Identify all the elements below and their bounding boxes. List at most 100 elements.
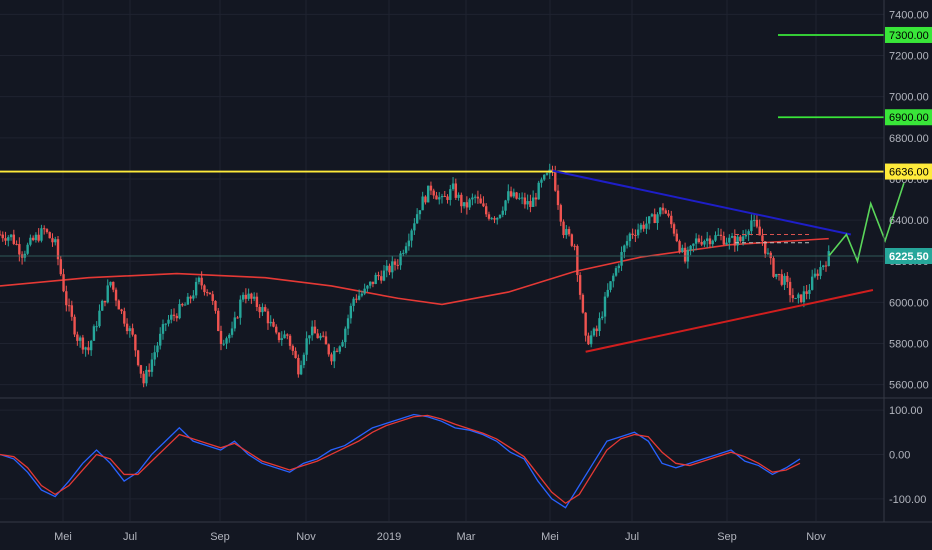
candle-body: [1, 234, 4, 239]
candle-body: [233, 317, 237, 329]
candle-body: [457, 194, 460, 198]
candle-body: [205, 292, 209, 294]
candle-body: [639, 224, 643, 230]
candle-body: [529, 201, 532, 207]
candle-body: [631, 233, 634, 236]
candle-body: [106, 285, 109, 303]
candle-body: [421, 196, 424, 211]
candle-body: [750, 220, 753, 232]
candle-body: [34, 234, 38, 241]
oscillator-pane[interactable]: [0, 399, 884, 521]
candle-body: [159, 333, 162, 346]
candle-body: [659, 207, 662, 215]
candle-body: [780, 274, 783, 285]
candle-body: [482, 203, 485, 207]
candle-body: [0, 234, 2, 236]
candle-body: [634, 235, 637, 237]
time-axis[interactable]: Mei Jul Sep Nov 2019 Mar Mei Jul Sep Nov: [0, 521, 932, 543]
candle-body: [708, 238, 712, 245]
candle-body: [241, 294, 245, 300]
oscillator-grid: [0, 399, 884, 521]
candle-body: [443, 196, 446, 198]
rising-trendline[interactable]: [585, 289, 874, 353]
candle-body: [277, 332, 281, 340]
drawings-layer[interactable]: [0, 34, 905, 353]
candle-body: [581, 294, 585, 313]
candle-body: [598, 318, 601, 332]
candle-body: [76, 334, 79, 341]
candle-body: [537, 182, 540, 200]
oscillator-tick-label: 0.00: [889, 449, 910, 461]
candle-body: [647, 216, 651, 224]
price-tag-box: [885, 26, 932, 43]
candle-body: [264, 307, 267, 312]
candle-body: [672, 224, 676, 234]
candle-body: [471, 197, 474, 200]
candle-body: [150, 359, 154, 372]
candle-body: [322, 335, 325, 337]
candle-body: [78, 337, 82, 341]
candle-body: [747, 231, 750, 235]
candle-body: [84, 347, 87, 350]
moving-average-line: [0, 237, 829, 306]
current-price-tag-box: [885, 247, 932, 264]
candle-body: [584, 312, 587, 336]
candle-body: [822, 265, 825, 268]
main-grid: [0, 0, 884, 397]
candle-body: [636, 229, 640, 236]
candle-body: [92, 326, 96, 341]
candle-body: [15, 243, 18, 245]
time-tick-label: Nov: [806, 531, 826, 543]
candle-body: [573, 245, 576, 247]
candle-body: [275, 326, 278, 333]
candle-body: [402, 252, 405, 254]
candle-body: [103, 300, 107, 303]
candle-body: [252, 296, 256, 299]
price-tag-box: [885, 163, 932, 180]
candle-body: [302, 354, 306, 366]
price-tick-label: 6400.00: [889, 215, 929, 227]
candle-body: [642, 224, 645, 229]
candle-body: [410, 230, 413, 241]
candle-body: [59, 259, 62, 275]
candle-body: [45, 229, 49, 233]
candle-body: [393, 261, 397, 265]
candle-body: [214, 300, 217, 311]
oscillator-line-red: [0, 414, 801, 505]
candle-body: [407, 240, 411, 247]
candle-body: [479, 198, 482, 204]
candle-body: [211, 294, 214, 301]
candle-body: [310, 326, 314, 336]
candle-body: [291, 345, 295, 351]
oscillator-tick-label: -100.00: [889, 494, 926, 506]
candle-body: [120, 309, 123, 312]
candle-body: [810, 276, 814, 290]
candle-body: [512, 192, 516, 197]
candle-body: [719, 234, 723, 236]
candle-body: [681, 247, 684, 252]
candle-body: [667, 213, 670, 216]
candle-body: [468, 199, 471, 208]
candle-body: [344, 328, 347, 343]
candle-body: [261, 307, 264, 313]
time-tick-label: 2019: [377, 531, 401, 543]
candle-body: [473, 196, 477, 198]
price-axis[interactable]: 7400.007200.007000.006800.006600.006400.…: [883, 0, 932, 522]
candle-body: [454, 183, 458, 198]
candle-body: [404, 246, 408, 253]
falling-trendline[interactable]: [552, 169, 852, 236]
projection-path[interactable]: [828, 182, 905, 264]
candle-body: [283, 334, 286, 339]
candle-body: [327, 344, 330, 355]
candle-body: [565, 229, 568, 236]
candle-body: [244, 294, 248, 299]
candle-body: [145, 369, 148, 384]
candle-body: [540, 179, 543, 183]
main-pane[interactable]: [0, 0, 905, 397]
candle-body: [700, 242, 703, 245]
candles-layer: [0, 163, 830, 388]
candle-body: [31, 237, 35, 241]
candle-body: [272, 321, 275, 327]
candle-body: [247, 293, 250, 299]
